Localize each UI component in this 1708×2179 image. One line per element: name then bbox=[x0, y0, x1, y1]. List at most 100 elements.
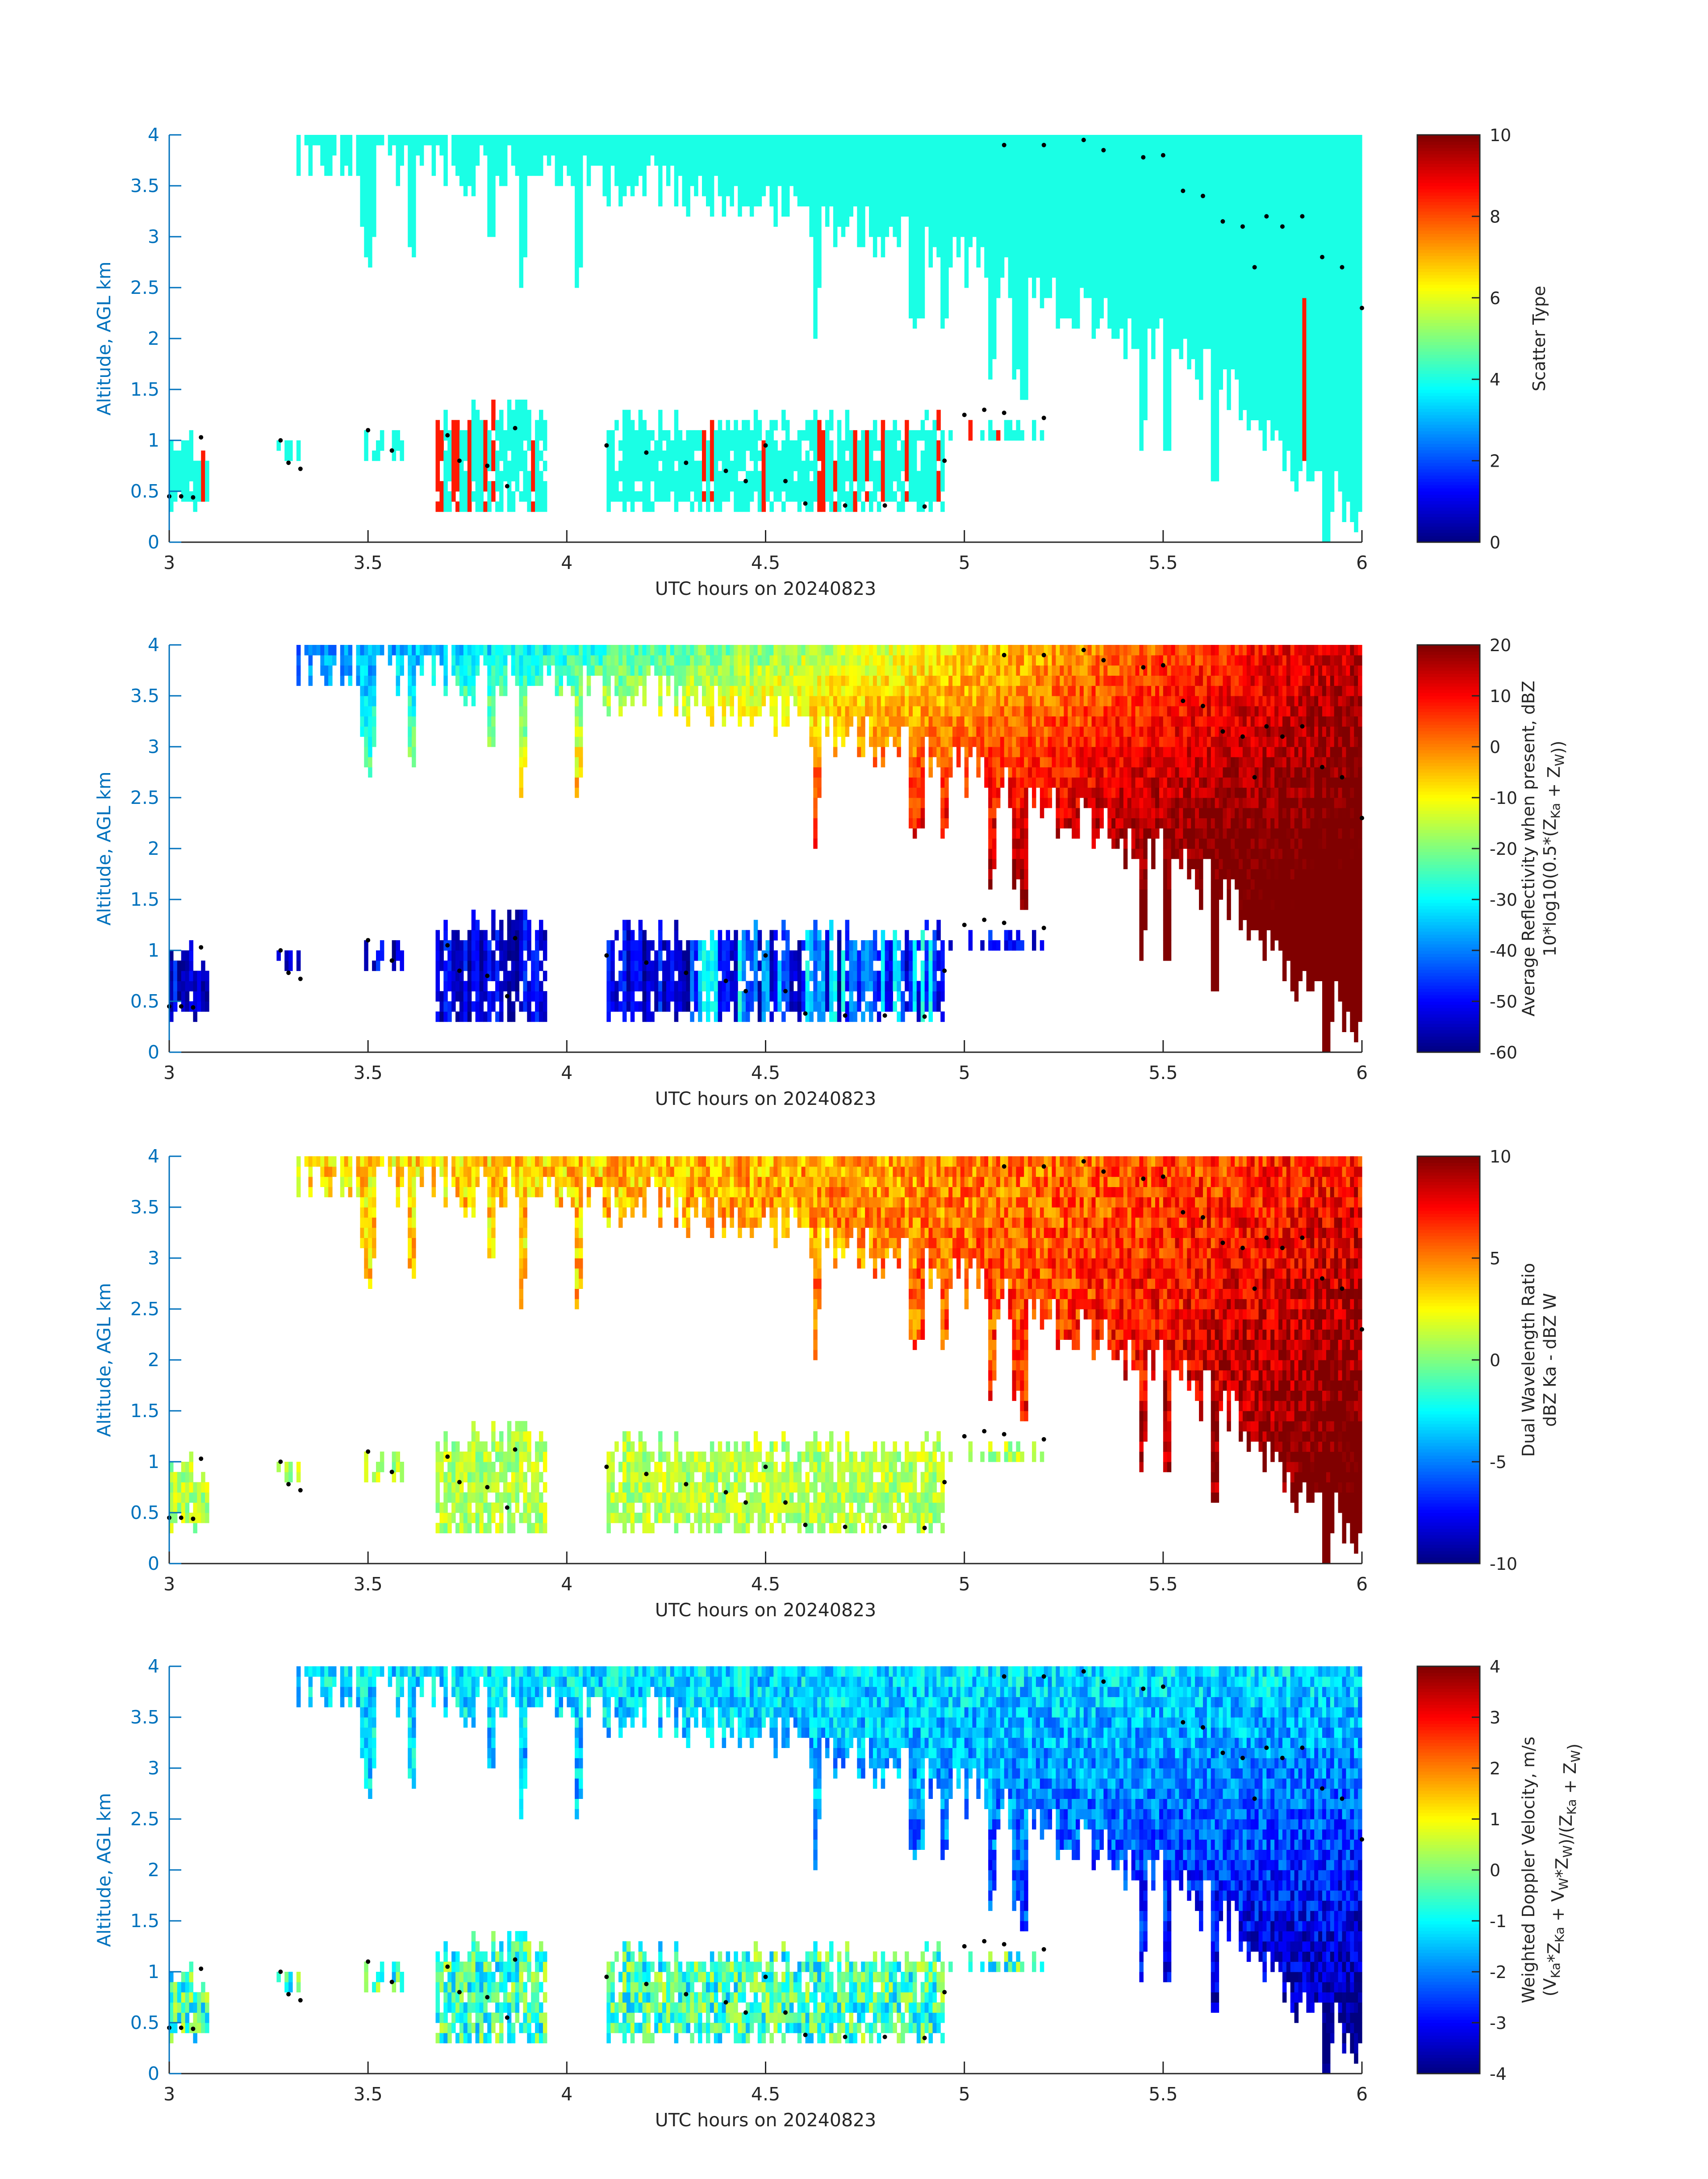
heatmap-cell bbox=[1310, 369, 1315, 379]
heatmap-cell bbox=[631, 135, 635, 145]
heatmap-cell bbox=[1274, 339, 1279, 349]
heatmap-cell bbox=[340, 135, 345, 145]
heatmap-cell bbox=[849, 155, 854, 166]
heatmap-cell bbox=[177, 991, 182, 1001]
heatmap-cell bbox=[535, 461, 539, 471]
heatmap-cell bbox=[1187, 206, 1191, 217]
y-tick-label: 2 bbox=[148, 328, 159, 349]
heatmap-cell bbox=[1251, 308, 1255, 318]
heatmap-cell bbox=[750, 176, 754, 186]
heatmap-cell bbox=[769, 176, 774, 186]
heatmap-cell bbox=[1115, 176, 1120, 186]
heatmap-cell bbox=[1314, 318, 1319, 328]
heatmap-cell bbox=[1358, 400, 1362, 410]
heatmap-cell bbox=[1282, 410, 1287, 420]
melting-dot bbox=[1360, 306, 1364, 310]
heatmap-cell bbox=[1266, 379, 1271, 389]
heatmap-cell bbox=[464, 696, 468, 706]
heatmap-cell bbox=[1243, 318, 1247, 328]
heatmap-cell bbox=[372, 675, 376, 686]
heatmap-cell bbox=[519, 176, 524, 186]
heatmap-cell bbox=[1167, 257, 1172, 268]
heatmap-cell bbox=[1096, 257, 1100, 268]
heatmap-cell bbox=[618, 440, 623, 451]
heatmap-cell bbox=[1016, 298, 1020, 308]
heatmap-cell bbox=[1350, 186, 1354, 196]
heatmap-cell bbox=[965, 196, 969, 206]
heatmap-cell bbox=[865, 186, 869, 196]
heatmap-cell bbox=[1052, 237, 1057, 247]
heatmap-cell bbox=[769, 471, 774, 481]
heatmap-cell bbox=[1346, 288, 1350, 298]
heatmap-cell bbox=[1342, 339, 1347, 349]
heatmap-cell bbox=[468, 145, 472, 155]
heatmap-cell bbox=[1163, 308, 1168, 318]
heatmap-cell bbox=[1207, 145, 1211, 155]
heatmap-cell bbox=[1119, 298, 1124, 308]
colorbar-segment bbox=[1417, 453, 1480, 457]
heatmap-cell bbox=[1183, 328, 1187, 339]
heatmap-cell bbox=[439, 481, 444, 491]
heatmap-cell bbox=[1299, 237, 1303, 247]
heatmap-cell bbox=[1350, 196, 1354, 206]
heatmap-cell bbox=[1139, 410, 1144, 420]
heatmap-cell bbox=[380, 940, 384, 950]
heatmap-cell bbox=[969, 430, 973, 440]
heatmap-cell bbox=[189, 940, 194, 950]
heatmap-cell bbox=[956, 247, 961, 257]
heatmap-cell bbox=[1286, 410, 1291, 420]
heatmap-cell bbox=[1338, 420, 1343, 430]
heatmap-cell bbox=[996, 277, 1001, 288]
heatmap-cell bbox=[1036, 145, 1040, 155]
heatmap-cell bbox=[1282, 318, 1287, 328]
heatmap-cell bbox=[1060, 237, 1064, 247]
heatmap-cell bbox=[1139, 186, 1144, 196]
heatmap-cell bbox=[185, 440, 190, 451]
heatmap-cell bbox=[618, 461, 623, 471]
heatmap-cell bbox=[511, 491, 516, 502]
heatmap-cell bbox=[372, 451, 376, 461]
heatmap-cell bbox=[1290, 471, 1295, 481]
heatmap-cell bbox=[205, 991, 209, 1001]
heatmap-cell bbox=[1251, 400, 1255, 410]
heatmap-cell bbox=[1008, 267, 1013, 277]
heatmap-cell bbox=[1310, 267, 1315, 277]
heatmap-cell bbox=[769, 165, 774, 176]
heatmap-cell bbox=[1259, 318, 1263, 328]
heatmap-cell bbox=[396, 950, 401, 961]
heatmap-cell bbox=[897, 237, 901, 247]
heatmap-cell bbox=[837, 145, 842, 155]
heatmap-cell bbox=[1255, 410, 1259, 420]
heatmap-cell bbox=[491, 206, 496, 217]
heatmap-cell bbox=[447, 491, 452, 502]
heatmap-cell bbox=[965, 216, 969, 226]
heatmap-cell bbox=[1286, 176, 1291, 186]
heatmap-cell bbox=[1199, 318, 1203, 328]
heatmap-cell bbox=[631, 461, 635, 471]
heatmap-cell bbox=[1187, 349, 1191, 359]
heatmap-cell bbox=[1064, 145, 1068, 155]
heatmap-cell bbox=[451, 950, 456, 961]
heatmap-cell bbox=[1338, 359, 1343, 369]
heatmap-cell bbox=[1123, 165, 1128, 176]
heatmap-cell bbox=[798, 502, 802, 512]
heatmap-cell bbox=[1350, 308, 1354, 318]
heatmap-cell bbox=[984, 237, 989, 247]
heatmap-cell bbox=[1342, 288, 1347, 298]
heatmap-cell bbox=[1262, 267, 1267, 277]
heatmap-cell bbox=[1318, 135, 1323, 145]
heatmap-cell bbox=[1322, 165, 1327, 176]
heatmap-cell bbox=[1195, 186, 1199, 196]
heatmap-cell bbox=[1302, 165, 1307, 176]
colorbar-segment bbox=[1417, 335, 1480, 339]
heatmap-cell bbox=[1132, 135, 1136, 145]
heatmap-cell bbox=[1132, 237, 1136, 247]
heatmap-cell bbox=[464, 430, 468, 440]
heatmap-cell bbox=[491, 461, 496, 471]
heatmap-cell bbox=[1099, 216, 1104, 226]
heatmap-cell bbox=[511, 471, 516, 481]
heatmap-cell bbox=[618, 491, 623, 502]
heatmap-cell bbox=[694, 135, 698, 145]
heatmap-cell bbox=[1199, 206, 1203, 217]
heatmap-cell bbox=[626, 481, 631, 491]
